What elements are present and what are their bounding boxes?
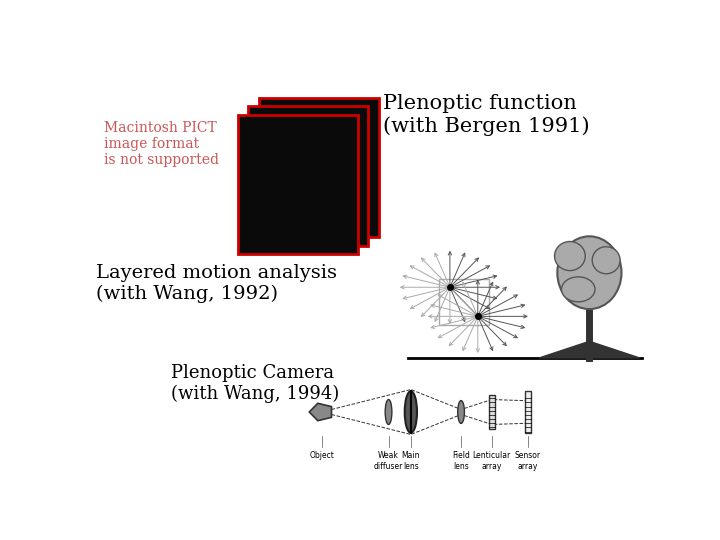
- Ellipse shape: [592, 247, 620, 274]
- FancyBboxPatch shape: [248, 106, 369, 246]
- Ellipse shape: [458, 401, 464, 423]
- Text: Layered motion analysis
(with Wang, 1992): Layered motion analysis (with Wang, 1992…: [96, 265, 336, 303]
- Text: Field
lens: Field lens: [452, 451, 470, 471]
- Text: Lenticular
array: Lenticular array: [472, 451, 511, 471]
- Text: Plenoptic function
(with Bergen 1991): Plenoptic function (with Bergen 1991): [383, 94, 590, 136]
- Polygon shape: [539, 341, 639, 358]
- Text: Main
lens: Main lens: [402, 451, 420, 471]
- FancyBboxPatch shape: [489, 395, 495, 429]
- Text: Plenoptic Camera
(with Wang, 1994): Plenoptic Camera (with Wang, 1994): [171, 364, 339, 403]
- FancyBboxPatch shape: [259, 98, 379, 238]
- Ellipse shape: [557, 237, 621, 309]
- FancyBboxPatch shape: [238, 114, 358, 254]
- Text: Macintosh PICT
image format
is not supported: Macintosh PICT image format is not suppo…: [104, 121, 219, 167]
- Text: Object: Object: [309, 451, 334, 461]
- Ellipse shape: [385, 400, 392, 424]
- Ellipse shape: [405, 391, 417, 433]
- Text: Sensor
array: Sensor array: [515, 451, 541, 471]
- Ellipse shape: [562, 277, 595, 302]
- FancyBboxPatch shape: [526, 391, 531, 433]
- Text: Weak
diffuser: Weak diffuser: [374, 451, 403, 471]
- Ellipse shape: [554, 241, 585, 271]
